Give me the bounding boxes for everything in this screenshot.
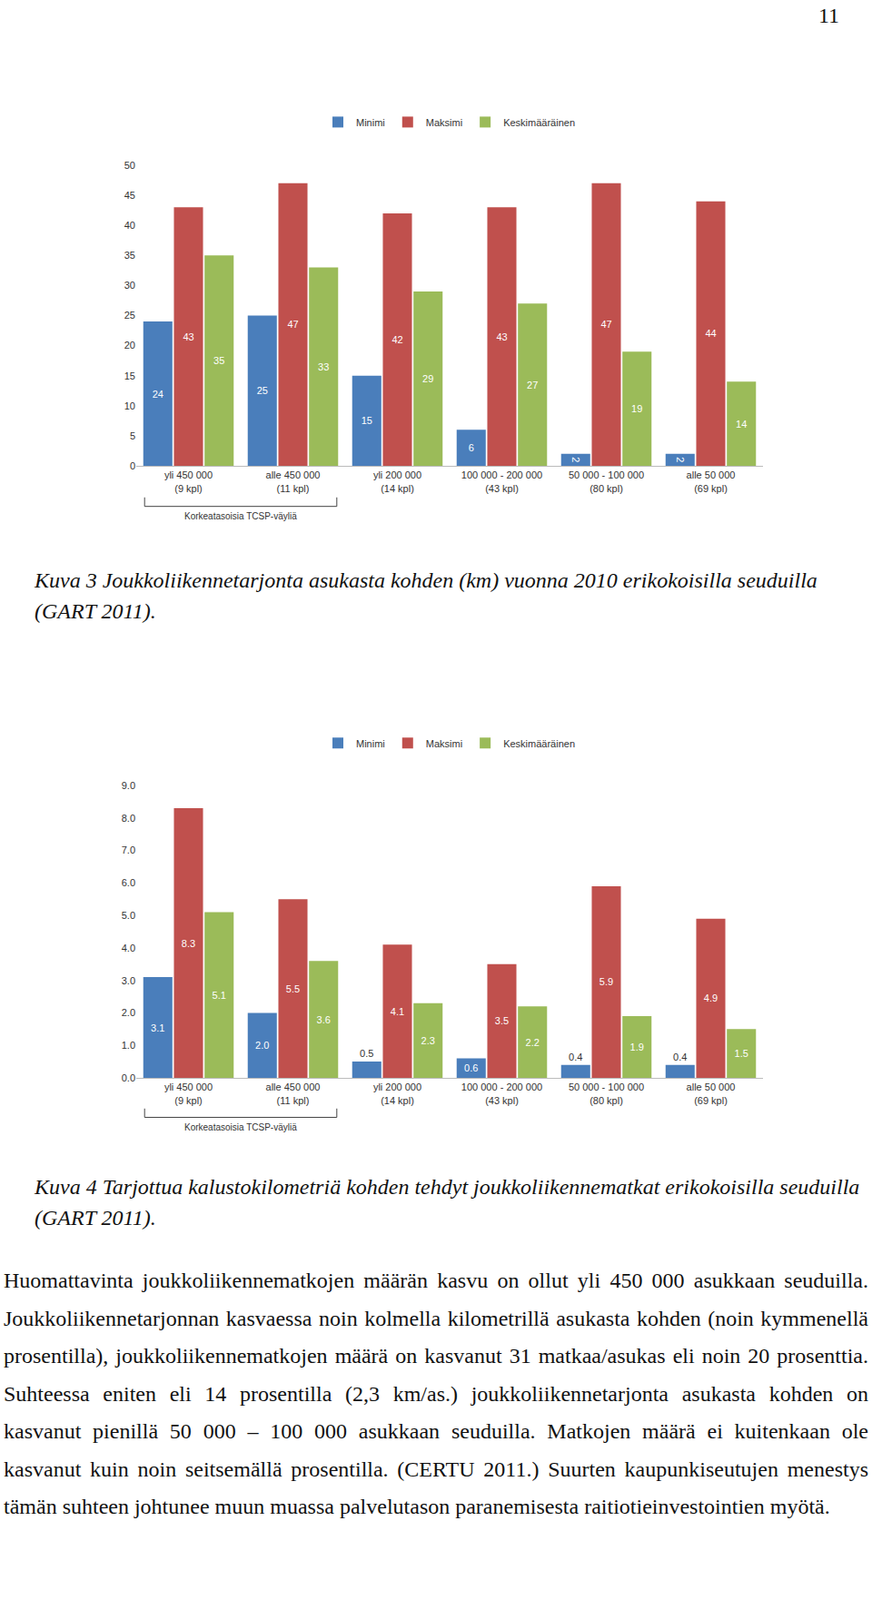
svg-text:0.4: 0.4 — [673, 1051, 687, 1063]
svg-text:5: 5 — [129, 430, 136, 442]
svg-text:29: 29 — [422, 373, 434, 385]
svg-text:35: 35 — [124, 249, 136, 261]
svg-text:15: 15 — [124, 370, 136, 382]
svg-text:50 000 - 100 000(80 kpl): 50 000 - 100 000(80 kpl) — [568, 1081, 645, 1106]
svg-text:7.0: 7.0 — [121, 844, 136, 856]
svg-text:2.2: 2.2 — [525, 1037, 540, 1049]
svg-text:2: 2 — [570, 456, 582, 463]
svg-text:yli 450 000(9 kpl): yli 450 000(9 kpl) — [164, 469, 213, 494]
svg-text:0.6: 0.6 — [464, 1062, 478, 1074]
svg-text:3.0: 3.0 — [121, 975, 136, 987]
svg-text:43: 43 — [182, 331, 194, 343]
svg-text:25: 25 — [257, 385, 268, 397]
svg-text:47: 47 — [600, 318, 612, 330]
svg-text:Minimi: Minimi — [356, 117, 386, 129]
html-text:11: 11 — [818, 3, 840, 28]
svg-text:30: 30 — [124, 279, 136, 291]
svg-text:yli 450 000(9 kpl): yli 450 000(9 kpl) — [164, 1081, 213, 1106]
svg-text:2.3: 2.3 — [421, 1035, 436, 1047]
svg-text:42: 42 — [391, 334, 403, 346]
svg-text:5.0: 5.0 — [121, 910, 136, 922]
svg-text:Korkeatasoisia TCSP-väyliä: Korkeatasoisia TCSP-väyliä — [184, 511, 298, 522]
svg-text:0.0: 0.0 — [121, 1072, 136, 1084]
svg-text:4.0: 4.0 — [121, 942, 136, 954]
svg-text:0.4: 0.4 — [568, 1051, 583, 1063]
svg-text:24: 24 — [152, 388, 164, 400]
html-text:Huomattavinta joukkoliikennema: Huomattavinta joukkoliikennematkojen mää… — [3, 1268, 869, 1519]
svg-text:44: 44 — [704, 327, 716, 339]
svg-text:25: 25 — [124, 309, 136, 321]
svg-text:14: 14 — [735, 418, 747, 430]
svg-text:47: 47 — [287, 318, 298, 330]
svg-text:4.9: 4.9 — [703, 992, 718, 1004]
svg-text:Maksimi: Maksimi — [426, 117, 463, 129]
svg-text:2: 2 — [674, 456, 686, 463]
svg-text:50: 50 — [124, 159, 136, 171]
svg-text:Maksimi: Maksimi — [426, 738, 463, 750]
svg-text:0.5: 0.5 — [359, 1048, 374, 1060]
svg-text:alle 50 000(69 kpl): alle 50 000(69 kpl) — [686, 469, 736, 494]
svg-text:100 000 - 200 000(43 kpl): 100 000 - 200 000(43 kpl) — [461, 469, 543, 494]
svg-text:19: 19 — [631, 403, 643, 415]
svg-text:alle 450 000(11 kpl): alle 450 000(11 kpl) — [266, 1081, 321, 1106]
svg-text:3.6: 3.6 — [317, 1014, 331, 1026]
svg-text:2.0: 2.0 — [121, 1007, 136, 1019]
svg-text:Minimi: Minimi — [356, 738, 386, 750]
svg-text:1.5: 1.5 — [734, 1048, 749, 1060]
svg-text:10: 10 — [124, 400, 136, 412]
svg-text:1.0: 1.0 — [121, 1040, 136, 1051]
svg-text:33: 33 — [317, 361, 329, 373]
svg-text:5.1: 5.1 — [212, 990, 227, 1001]
svg-text:6.0: 6.0 — [121, 877, 136, 889]
svg-text:yli 200 000(14 kpl): yli 200 000(14 kpl) — [373, 1081, 422, 1106]
svg-text:3.1: 3.1 — [150, 1022, 165, 1034]
svg-text:Korkeatasoisia TCSP-väyliä: Korkeatasoisia TCSP-väyliä — [184, 1122, 298, 1133]
svg-text:6: 6 — [468, 442, 475, 454]
svg-text:45: 45 — [124, 189, 136, 201]
svg-text:40: 40 — [124, 219, 136, 231]
svg-text:15: 15 — [361, 415, 373, 427]
svg-text:43: 43 — [495, 331, 507, 343]
svg-text:8.3: 8.3 — [181, 938, 196, 950]
svg-text:alle 50 000(69 kpl): alle 50 000(69 kpl) — [686, 1081, 736, 1106]
svg-text:50 000 - 100 000(80 kpl): 50 000 - 100 000(80 kpl) — [568, 469, 645, 494]
svg-text:35: 35 — [213, 355, 225, 367]
svg-text:27: 27 — [526, 379, 538, 391]
svg-text:alle 450 000(11 kpl): alle 450 000(11 kpl) — [266, 469, 321, 494]
html-text:Kuva 3 Joukkoliikennetarjonta: Kuva 3 Joukkoliikennetarjonta asukasta k… — [34, 568, 818, 624]
svg-text:2.0: 2.0 — [255, 1040, 269, 1051]
svg-text:3.5: 3.5 — [495, 1015, 509, 1027]
svg-text:yli 200 000(14 kpl): yli 200 000(14 kpl) — [373, 469, 422, 494]
svg-text:Keskimääräinen: Keskimääräinen — [503, 117, 575, 129]
svg-text:0: 0 — [129, 460, 136, 472]
html-text:Kuva 4 Tarjottua kalustokilome: Kuva 4 Tarjottua kalustokilometriä kohde… — [34, 1175, 860, 1230]
svg-text:5.9: 5.9 — [599, 976, 614, 988]
svg-text:4.1: 4.1 — [390, 1006, 405, 1018]
svg-text:9.0: 9.0 — [121, 780, 136, 792]
svg-text:1.9: 1.9 — [630, 1041, 645, 1053]
svg-text:8.0: 8.0 — [121, 812, 136, 824]
svg-text:20: 20 — [124, 339, 136, 351]
svg-text:100 000 - 200 000(43 kpl): 100 000 - 200 000(43 kpl) — [461, 1081, 543, 1106]
svg-text:5.5: 5.5 — [286, 983, 300, 995]
svg-text:Keskimääräinen: Keskimääräinen — [503, 738, 575, 750]
